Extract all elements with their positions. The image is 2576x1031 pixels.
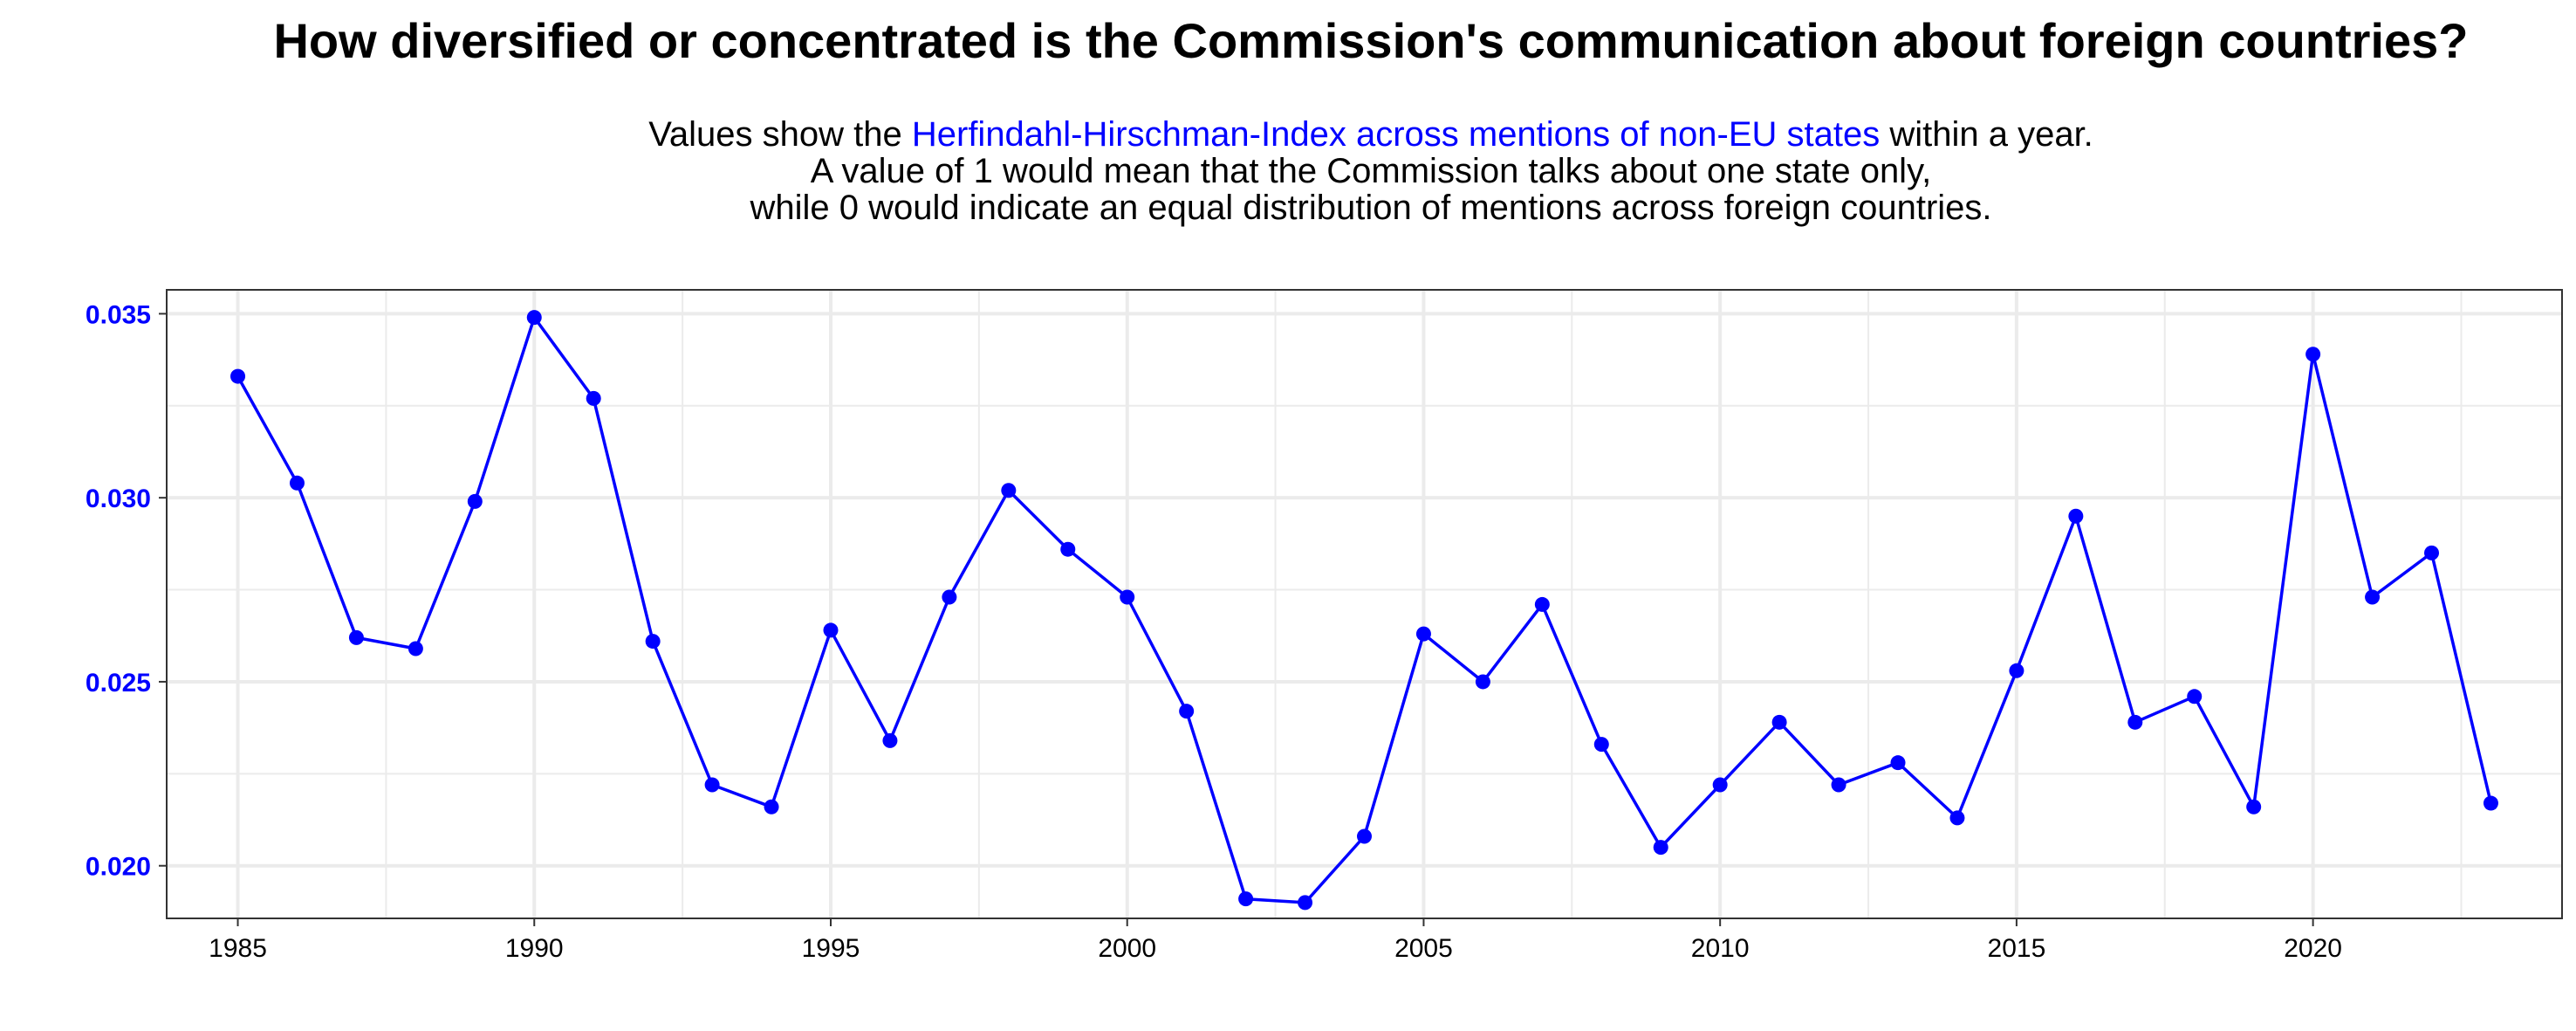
subtitle-line-1-before: Values show the [648, 115, 912, 154]
data-point [467, 493, 483, 509]
data-point [942, 589, 957, 605]
data-point [1593, 737, 1609, 753]
data-point [408, 641, 423, 656]
data-point [704, 777, 720, 793]
data-point [764, 799, 779, 814]
x-tick-label: 1990 [505, 934, 564, 963]
data-point [1534, 596, 1550, 612]
plot-panel-border [166, 289, 2563, 919]
data-point [2483, 795, 2498, 811]
x-tick-label: 1995 [802, 934, 860, 963]
subtitle-line-3: while 0 would indicate an equal distribu… [750, 189, 1992, 227]
data-point [526, 310, 542, 326]
data-point [230, 368, 246, 384]
subtitle-highlight: Herfindahl-Hirschman-Index across mentio… [911, 115, 1881, 154]
data-point [1475, 674, 1490, 690]
y-tick-label: 0.035 [86, 300, 151, 329]
data-point [289, 475, 305, 491]
data-point [1001, 483, 1017, 498]
chart-title: How diversified or concentrated is the C… [273, 13, 2469, 68]
y-tick-label: 0.030 [86, 485, 151, 513]
data-point [1771, 714, 1787, 730]
data-point [1653, 840, 1668, 856]
x-tick-label: 2015 [1988, 934, 2046, 963]
x-tick-label: 2020 [2284, 934, 2342, 963]
data-point [1120, 589, 1135, 605]
data-point [1298, 895, 1313, 911]
data-point [2009, 663, 2024, 678]
data-point [1890, 755, 1906, 771]
x-axis: 1985 1990 1995 2000 2005 2010 2015 2020 [209, 918, 2342, 963]
y-axis: 0.020 0.025 0.030 0.035 [86, 300, 167, 882]
subtitle-line-1-after: within a year. [1880, 115, 2093, 154]
x-tick-label: 2005 [1394, 934, 1453, 963]
data-point [1712, 777, 1728, 793]
data-point [2068, 508, 2084, 524]
y-tick-label: 0.020 [86, 853, 151, 882]
x-tick-label: 2010 [1691, 934, 1750, 963]
data-point [1415, 626, 1431, 642]
subtitle-line-2: A value of 1 would mean that the Commiss… [810, 152, 1932, 190]
data-point [1949, 810, 1965, 826]
data-point [1060, 541, 1076, 557]
data-point [1831, 777, 1846, 793]
major-gridlines [167, 290, 2562, 918]
data-point [823, 622, 839, 638]
data-point [348, 629, 364, 645]
data-point [586, 390, 601, 406]
data-point [2365, 589, 2381, 605]
data-point [2187, 689, 2203, 705]
data-series [230, 310, 2498, 911]
data-point [2127, 714, 2143, 730]
data-point [1179, 704, 1195, 719]
x-tick-label: 1985 [209, 934, 267, 963]
data-point [2305, 347, 2321, 362]
y-tick-label: 0.025 [86, 669, 151, 698]
data-point [645, 634, 661, 650]
minor-gridlines [167, 290, 2562, 918]
data-point [882, 732, 898, 748]
chart-subtitle: Values show the Herfindahl-Hirschman-Ind… [0, 116, 2576, 226]
data-point [2424, 545, 2440, 560]
x-tick-label: 2000 [1098, 934, 1156, 963]
subtitle-line-1: Values show the Herfindahl-Hirschman-Ind… [166, 116, 2576, 153]
data-point [1238, 891, 1254, 907]
data-point [2246, 799, 2262, 814]
data-point [1357, 828, 1372, 844]
